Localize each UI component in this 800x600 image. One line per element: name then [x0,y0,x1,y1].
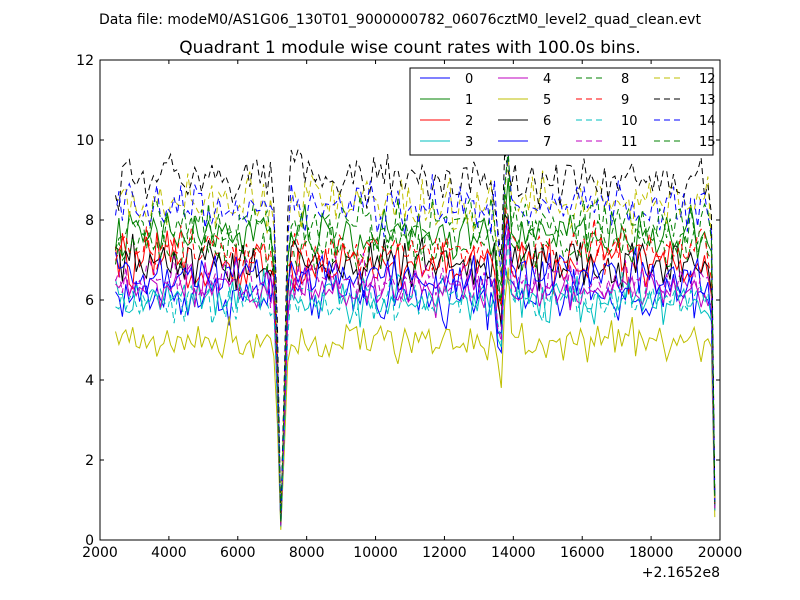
y-tick-label: 4 [85,373,94,389]
x-tick-label: 4000 [151,545,187,561]
series-line-1 [115,177,716,524]
x-tick-label: 10000 [353,545,398,561]
x-tick-label: 18000 [629,545,674,561]
legend-label-5: 5 [543,93,551,108]
series-line-12 [115,158,716,522]
legend-label-3: 3 [465,135,473,150]
x-tick-label: 14000 [491,545,536,561]
y-tick-label: 2 [85,453,94,469]
series-line-15 [115,149,716,523]
chart-title: Quadrant 1 module wise count rates with … [179,38,640,58]
legend-label-0: 0 [465,72,473,87]
series-line-13 [115,148,716,520]
series-line-0 [115,261,716,527]
legend-label-7: 7 [543,135,551,150]
x-tick-label: 8000 [289,545,325,561]
y-tick-label: 12 [76,53,94,69]
x-tick-label: 20000 [698,545,743,561]
legend-label-13: 13 [699,93,716,108]
plot-lines [115,148,716,530]
axis-ticks: 2000 4000 6000 8000 10000 12000 14000 16000 1800… [76,53,742,561]
y-tick-label: 8 [85,213,94,229]
x-tick-label: 6000 [220,545,256,561]
series-line-14 [115,154,716,523]
series-line-6 [115,212,716,525]
x-tick-label: 16000 [560,545,605,561]
series-line-8 [115,190,716,525]
legend-label-9: 9 [621,93,629,108]
x-tick-label: 2000 [82,545,118,561]
series-line-9 [115,200,716,524]
legend-label-12: 12 [699,72,716,87]
legend-label-4: 4 [543,72,551,87]
series-line-10 [115,237,716,527]
legend-label-14: 14 [699,114,716,129]
y-tick-label: 6 [85,293,94,309]
legend-label-8: 8 [621,72,629,87]
legend-label-1: 1 [465,93,473,108]
y-tick-label: 0 [85,533,94,549]
series-line-5 [115,267,716,530]
legend-frame [409,67,714,156]
x-tick-label: 12000 [422,545,467,561]
y-tick-label: 10 [76,133,94,149]
legend-label-6: 6 [543,114,551,129]
legend-label-10: 10 [621,114,638,129]
series-line-7 [115,215,716,525]
chart-suptitle: Data file: modeM0/AS1G06_130T01_90000007… [99,12,701,28]
legend-label-11: 11 [621,135,638,150]
series-line-3 [115,268,716,528]
series-line-11 [115,225,716,526]
legend-label-2: 2 [465,114,473,129]
x-offset-label: +2.1652e8 [642,565,720,581]
legend-label-15: 15 [699,135,716,150]
